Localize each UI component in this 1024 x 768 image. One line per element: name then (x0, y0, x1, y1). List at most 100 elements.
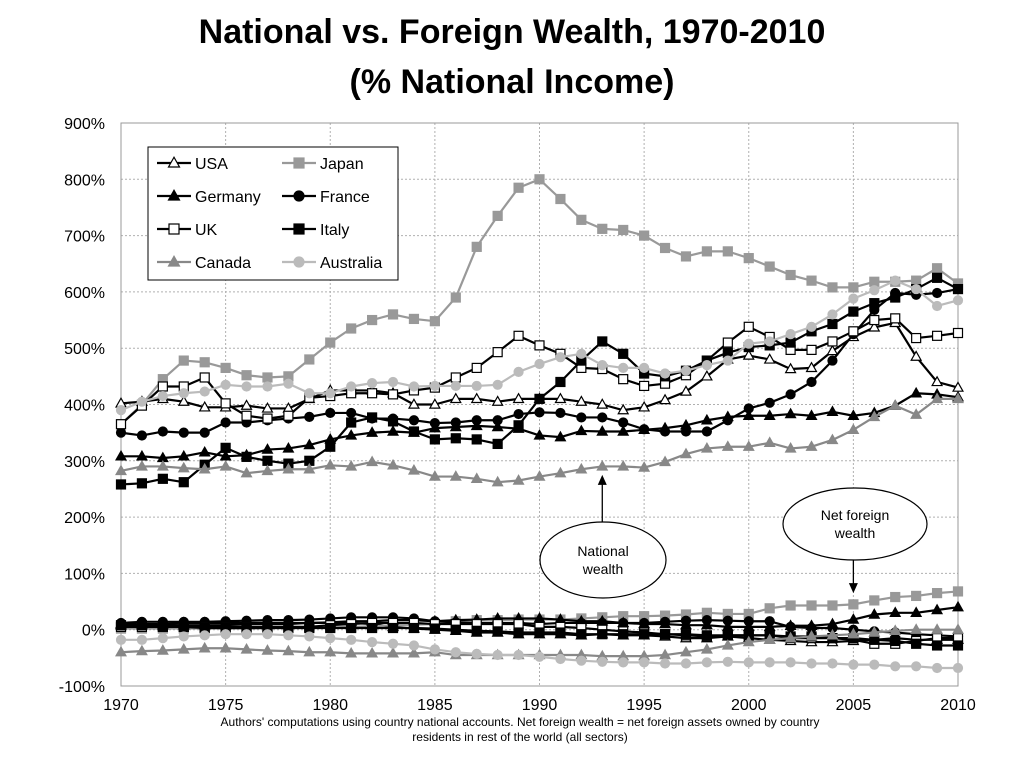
data-point (178, 477, 189, 488)
data-point (325, 407, 336, 419)
data-point (722, 656, 733, 667)
data-point (157, 381, 168, 392)
data-point (157, 426, 168, 437)
data-point (722, 615, 733, 626)
data-point (869, 314, 880, 326)
data-point (554, 466, 567, 478)
data-point (597, 656, 608, 667)
data-point (869, 285, 880, 296)
data-point (325, 337, 336, 348)
data-point (659, 658, 671, 669)
data-point (827, 318, 838, 330)
annotation: Net foreign wealth (782, 487, 928, 594)
legend-item-japan: Japan (282, 156, 364, 173)
data-point (847, 627, 860, 639)
data-point (367, 314, 378, 326)
data-point (639, 380, 650, 392)
data-point (293, 157, 305, 169)
data-point (680, 365, 692, 376)
data-point (868, 608, 881, 619)
data-point (869, 595, 880, 606)
data-point (303, 645, 316, 657)
data-point (785, 269, 796, 281)
legend-item-australia: Australia (282, 255, 382, 272)
data-point (198, 462, 211, 474)
data-point (241, 381, 252, 392)
data-point (199, 630, 210, 641)
data-point (167, 156, 181, 168)
data-point (325, 388, 336, 399)
legend-item-canada: Canada (157, 255, 251, 272)
data-point (178, 621, 189, 632)
data-point (198, 445, 211, 457)
data-point (136, 620, 148, 631)
annotation-arrowhead (848, 583, 858, 594)
data-point (220, 379, 231, 390)
data-point (293, 190, 305, 202)
data-point (763, 353, 776, 364)
data-point (282, 462, 295, 474)
footnote: Authors' computations using country nati… (140, 715, 900, 745)
data-point (115, 634, 127, 645)
data-point (177, 449, 190, 461)
data-point (618, 348, 629, 359)
data-point (198, 641, 211, 653)
data-point (366, 426, 379, 437)
data-point (680, 615, 692, 626)
data-point (848, 306, 859, 317)
data-point (167, 189, 181, 201)
data-point (346, 381, 357, 392)
data-point (324, 645, 337, 657)
data-point (450, 647, 461, 658)
data-point (178, 427, 189, 438)
y-tick-label: 400% (64, 398, 105, 415)
data-point (618, 629, 629, 640)
data-point (367, 388, 378, 399)
data-point (931, 375, 944, 387)
data-point (471, 434, 482, 445)
data-point (262, 629, 273, 640)
data-point (952, 600, 964, 612)
data-point (764, 603, 775, 614)
data-point (784, 631, 797, 643)
series-australia-national (115, 275, 964, 416)
data-point (827, 600, 838, 611)
data-point (282, 644, 295, 656)
data-point (534, 407, 545, 418)
data-point (700, 643, 713, 654)
data-point (784, 442, 797, 453)
y-tick-label: 200% (64, 510, 105, 527)
data-point (931, 300, 943, 312)
data-point (889, 399, 902, 410)
data-point (283, 410, 294, 421)
data-point (492, 438, 503, 450)
data-point (261, 644, 274, 655)
data-point (534, 651, 545, 662)
data-point (177, 461, 190, 473)
data-point (827, 355, 838, 366)
data-point (575, 395, 588, 406)
data-point (157, 473, 168, 484)
series-canada-national (115, 392, 964, 487)
data-point (471, 415, 482, 426)
data-point (262, 381, 273, 392)
data-point (910, 606, 923, 618)
data-point (261, 402, 274, 413)
data-point (491, 420, 504, 432)
data-point (429, 623, 440, 634)
data-point (743, 403, 754, 414)
data-point (576, 348, 587, 359)
y-tick-label: 500% (64, 341, 105, 358)
data-point (952, 283, 964, 295)
y-tick-label: 0% (82, 623, 105, 640)
y-tick-label: 100% (64, 566, 105, 583)
data-point (931, 287, 943, 299)
data-point (890, 313, 901, 324)
data-point (367, 412, 378, 423)
data-point (742, 635, 755, 647)
data-point (911, 283, 922, 295)
data-point (763, 409, 776, 420)
annotation-ellipse (782, 487, 928, 561)
data-point (219, 449, 232, 461)
chart-title-line-1: National vs. Foreign Wealth, 1970-2010 (198, 13, 826, 51)
